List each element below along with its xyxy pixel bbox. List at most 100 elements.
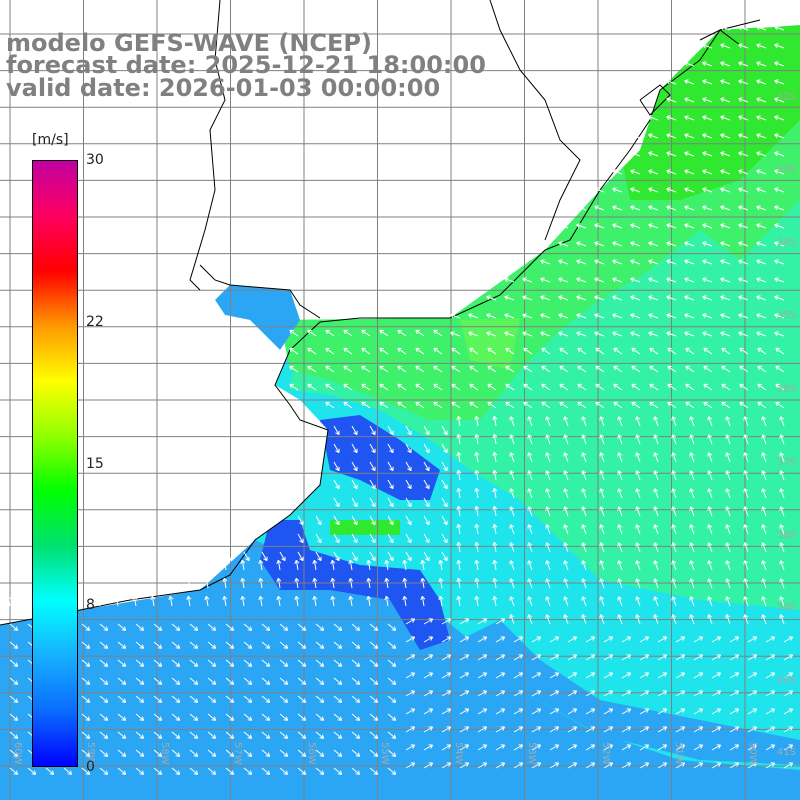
wind-arrow (648, 169, 659, 175)
wind-arrow (671, 614, 677, 625)
wind-arrow (702, 187, 713, 193)
wind-arrow (603, 762, 614, 769)
wind-arrow (635, 578, 641, 589)
wind-arrow (693, 690, 704, 697)
wind-arrow (441, 479, 448, 490)
wind-arrow (558, 259, 569, 265)
wind-arrow (599, 452, 605, 463)
wind-arrow (576, 313, 587, 319)
wind-arrow (689, 542, 695, 553)
wind-arrow (477, 744, 488, 751)
wind-arrow (684, 313, 695, 319)
wind-arrow (492, 469, 498, 481)
wind-arrow (438, 595, 444, 607)
wind-arrow (765, 690, 776, 697)
wind-arrow (761, 578, 767, 589)
wind-arrow (774, 115, 785, 121)
wind-arrow (441, 726, 452, 733)
wind-arrow (343, 347, 353, 355)
wind-arrow (558, 241, 569, 247)
wind-arrow (585, 690, 596, 697)
wind-arrow (405, 497, 412, 508)
wind-arrow (243, 641, 253, 649)
wind-arrow (279, 749, 289, 757)
wind-arrow (261, 641, 271, 649)
wind-arrow (599, 542, 605, 553)
wind-arrow (720, 223, 731, 229)
wind-arrow (423, 690, 434, 697)
wind-arrow (486, 331, 497, 337)
wind-arrow (675, 654, 686, 661)
lat-label: 33S (777, 164, 796, 175)
wind-arrow (594, 295, 605, 301)
wind-arrow (702, 277, 713, 283)
wind-arrow (617, 416, 623, 427)
wind-arrow (315, 767, 325, 775)
wind-arrow (635, 470, 641, 481)
wind-arrow (549, 726, 560, 733)
green-core-zone (460, 318, 520, 370)
wind-arrow (576, 241, 587, 247)
wind-arrow (558, 313, 569, 319)
wind-arrow (459, 654, 470, 661)
wind-arrow (459, 672, 470, 679)
wind-arrow (513, 708, 524, 715)
wind-arrow (505, 383, 515, 391)
wind-arrow (135, 713, 145, 721)
wind-arrow (599, 434, 605, 445)
wind-arrow (720, 241, 731, 247)
wind-arrow (527, 524, 533, 535)
wind-arrow (297, 749, 307, 757)
wind-arrow (747, 636, 758, 643)
wind-arrow (333, 533, 340, 544)
wind-arrow (279, 695, 289, 703)
wind-arrow (366, 595, 372, 607)
wind-arrow (387, 731, 397, 739)
wind-arrow (649, 383, 659, 391)
lat-label: 38S (777, 530, 796, 541)
wind-arrow (630, 259, 641, 265)
wind-arrow (630, 277, 641, 283)
wind-arrow (738, 205, 749, 211)
wind-arrow (333, 497, 340, 508)
wind-arrow (492, 451, 498, 463)
wind-arrow (689, 452, 695, 463)
wind-arrow (27, 767, 37, 775)
wind-arrow (630, 295, 641, 301)
wind-arrow (613, 401, 623, 409)
wind-arrow (545, 470, 551, 481)
wind-arrow (603, 726, 614, 733)
wind-arrow (649, 365, 659, 373)
wind-arrow (702, 313, 713, 319)
wind-arrow (738, 313, 749, 319)
wind-arrow (9, 713, 19, 721)
wind-arrow (756, 133, 767, 139)
coastline (0, 0, 761, 626)
wind-arrow (433, 365, 443, 373)
wind-arrow (621, 690, 632, 697)
wind-arrow (541, 365, 551, 373)
wind-arrow (594, 241, 605, 247)
wind-arrow (738, 169, 749, 175)
wind-arrow (774, 259, 785, 265)
wind-arrow (531, 672, 542, 679)
wind-arrow (333, 731, 343, 739)
wind-arrow (765, 726, 776, 733)
wind-arrow (9, 695, 19, 703)
wind-arrow (689, 506, 695, 517)
wind-arrow (720, 295, 731, 301)
wind-arrow (774, 205, 785, 211)
wind-arrow (653, 434, 659, 445)
wind-arrow (153, 659, 163, 667)
wind-arrow (639, 636, 650, 643)
wind-arrow (693, 762, 704, 769)
lon-label: 59W (85, 742, 96, 765)
wind-arrow (469, 365, 479, 373)
wind-arrow (653, 524, 659, 535)
wind-arrow (631, 347, 641, 355)
wind-arrow (585, 708, 596, 715)
wind-arrow (545, 578, 551, 589)
wind-arrow (81, 641, 91, 649)
wind-arrow (671, 542, 677, 553)
